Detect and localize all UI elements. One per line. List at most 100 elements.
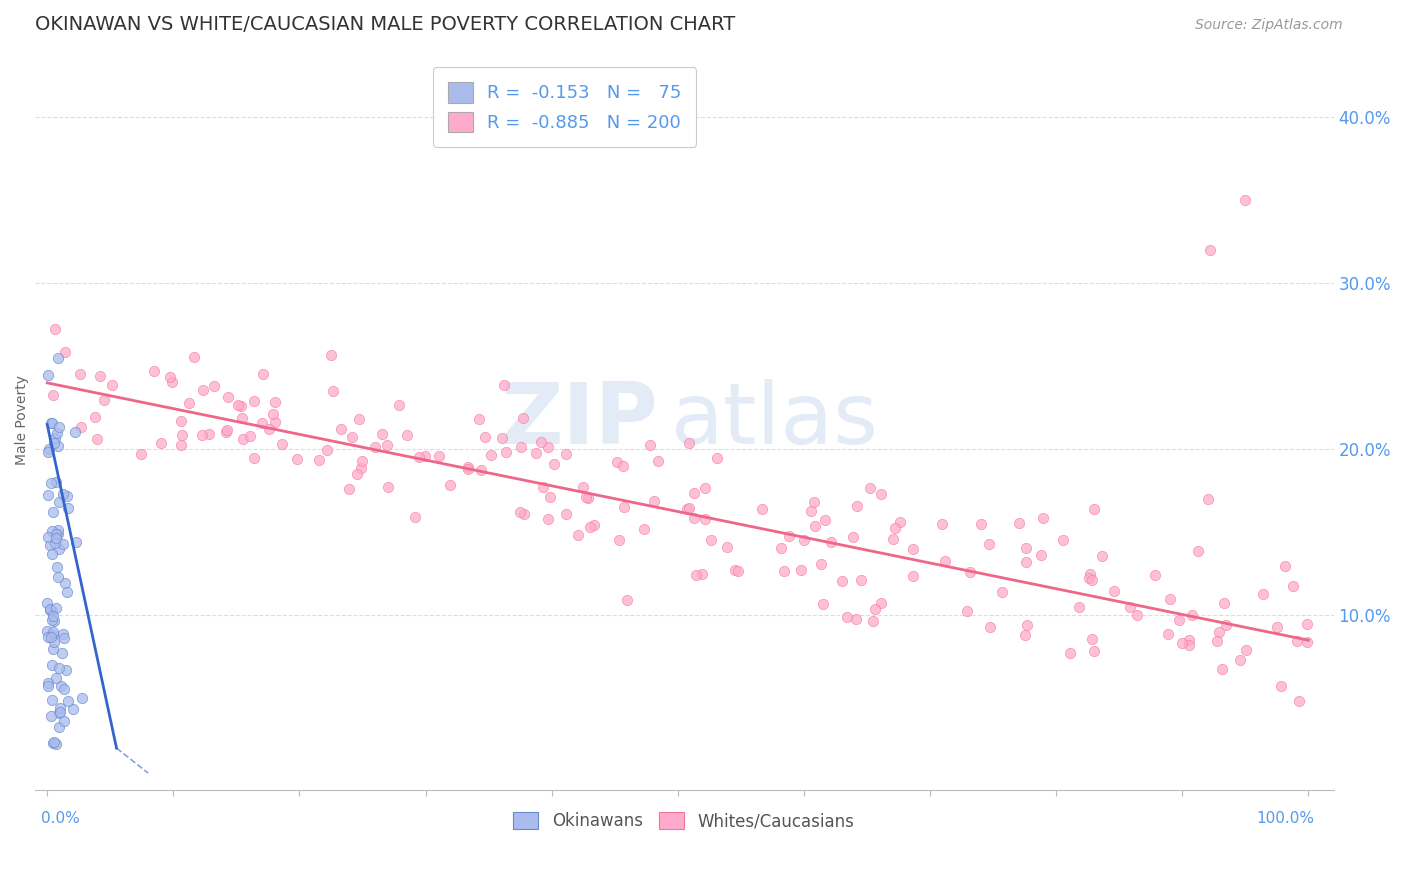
Point (56, 501, 79, 516)
Point (252, 416, 274, 430)
Point (1143, 567, 1166, 582)
Point (93, 392, 115, 407)
Point (676, 502, 699, 516)
Point (1296, 635, 1319, 649)
Text: ZIP: ZIP (501, 379, 658, 462)
Text: Source: ZipAtlas.com: Source: ZipAtlas.com (1195, 19, 1343, 32)
Point (65, 534, 87, 549)
Point (1081, 632, 1104, 646)
Point (1187, 544, 1209, 558)
Point (45, 601, 67, 615)
Point (1159, 592, 1181, 607)
Point (678, 500, 700, 515)
Point (46, 351, 69, 365)
Point (202, 379, 225, 393)
Point (375, 438, 398, 452)
Point (42, 387, 65, 401)
Point (1119, 599, 1142, 614)
Point (37, 679, 59, 693)
Point (231, 400, 253, 414)
Point (239, 429, 262, 443)
Point (640, 438, 662, 452)
Point (56, 584, 79, 599)
Point (321, 348, 343, 362)
Point (37, 624, 59, 638)
Point (63, 425, 86, 439)
Point (576, 491, 599, 505)
Point (45, 671, 67, 685)
Point (800, 504, 823, 518)
Point (183, 350, 205, 364)
Point (52, 537, 75, 551)
Point (39, 416, 62, 430)
Point (48, 720, 70, 734)
Point (1052, 533, 1074, 547)
Point (39, 476, 62, 491)
Point (44, 634, 66, 648)
Point (862, 614, 884, 628)
Point (271, 437, 294, 451)
Point (49, 705, 72, 719)
Point (1234, 643, 1257, 657)
Point (39, 603, 62, 617)
Point (842, 531, 865, 545)
Point (1091, 549, 1114, 564)
Point (285, 452, 308, 467)
Point (330, 421, 353, 435)
Point (1008, 516, 1031, 530)
Point (685, 568, 707, 582)
Point (252, 368, 274, 382)
Y-axis label: Male Poverty: Male Poverty (15, 376, 30, 466)
Point (37, 596, 59, 610)
Point (531, 480, 554, 494)
Point (48, 494, 70, 508)
Point (48, 706, 70, 720)
Point (1197, 492, 1219, 507)
Point (46, 425, 69, 440)
Point (226, 399, 249, 413)
Point (41, 604, 63, 618)
Point (1032, 510, 1054, 524)
Point (39, 709, 62, 723)
Point (530, 435, 553, 450)
Point (100, 377, 122, 392)
Point (42, 436, 65, 450)
Point (72, 690, 94, 705)
Point (49, 701, 72, 715)
Point (142, 364, 165, 378)
Point (41, 693, 63, 707)
Point (970, 516, 993, 531)
Point (37, 368, 59, 382)
Point (86, 432, 108, 446)
Point (41, 657, 63, 672)
Point (793, 533, 815, 547)
Point (46, 439, 69, 453)
Point (575, 490, 598, 504)
Point (52, 681, 75, 696)
Point (263, 416, 285, 430)
Point (349, 461, 371, 475)
Point (678, 435, 700, 450)
Point (316, 443, 339, 458)
Point (37, 445, 59, 459)
Point (869, 486, 891, 500)
Point (41, 524, 63, 539)
Point (1288, 694, 1310, 708)
Point (700, 533, 723, 547)
Point (727, 564, 749, 578)
Point (346, 467, 368, 481)
Point (42, 628, 65, 642)
Text: atlas: atlas (671, 379, 879, 462)
Point (582, 517, 605, 532)
Point (538, 490, 561, 504)
Point (769, 541, 792, 555)
Point (1102, 584, 1125, 599)
Point (543, 457, 565, 471)
Point (457, 462, 479, 476)
Point (41, 608, 63, 623)
Point (1059, 646, 1081, 660)
Point (45, 527, 67, 541)
Point (1251, 587, 1274, 601)
Legend: R =  -0.153   N =   75, R =  -0.885   N = 200: R = -0.153 N = 75, R = -0.885 N = 200 (433, 67, 696, 147)
Point (835, 610, 858, 624)
